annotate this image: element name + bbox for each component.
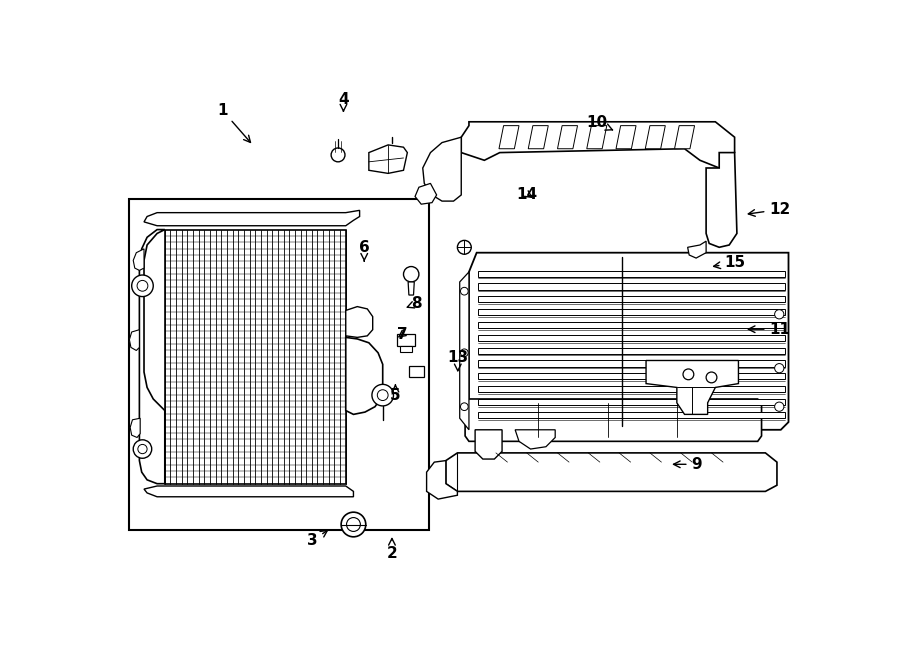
Circle shape [683,369,694,380]
Circle shape [346,518,360,532]
Polygon shape [140,230,165,484]
Polygon shape [133,249,144,270]
Polygon shape [557,126,578,149]
Circle shape [137,281,148,291]
Polygon shape [408,282,414,295]
Text: 5: 5 [390,385,400,403]
Circle shape [131,275,153,297]
Text: 15: 15 [714,256,745,271]
Polygon shape [446,453,777,491]
Circle shape [372,385,393,406]
Text: 9: 9 [673,457,702,472]
Polygon shape [478,386,785,393]
Polygon shape [460,272,469,430]
Text: 3: 3 [307,530,328,548]
Circle shape [775,310,784,319]
Polygon shape [397,334,415,346]
Circle shape [341,512,365,537]
Polygon shape [499,126,519,149]
Circle shape [461,349,468,357]
Text: 4: 4 [338,92,349,111]
Polygon shape [645,126,665,149]
Text: 1: 1 [217,103,250,142]
Polygon shape [646,361,738,414]
Polygon shape [478,373,785,379]
Polygon shape [409,366,424,377]
Text: 10: 10 [586,115,613,130]
Polygon shape [469,253,788,430]
Circle shape [331,148,345,162]
Bar [165,230,346,484]
Polygon shape [478,322,785,328]
Polygon shape [346,307,373,338]
Polygon shape [478,348,785,354]
Circle shape [133,440,152,458]
Circle shape [461,403,468,410]
Polygon shape [478,309,785,315]
Text: 13: 13 [447,350,468,371]
Polygon shape [515,430,555,449]
Polygon shape [423,137,461,201]
Circle shape [775,402,784,411]
Circle shape [775,363,784,373]
Text: 12: 12 [748,202,791,217]
Polygon shape [427,461,457,499]
Bar [129,199,429,530]
Text: 14: 14 [517,187,537,202]
Polygon shape [706,152,737,248]
Polygon shape [478,335,785,341]
Text: 6: 6 [359,240,370,261]
Polygon shape [415,183,436,204]
Text: 2: 2 [387,538,397,561]
Polygon shape [369,145,408,173]
Polygon shape [478,271,785,277]
Polygon shape [400,346,412,352]
Polygon shape [587,126,607,149]
Polygon shape [478,283,785,290]
Polygon shape [478,412,785,418]
Circle shape [706,372,717,383]
Polygon shape [130,418,140,438]
Circle shape [377,390,388,401]
Text: 8: 8 [407,296,421,311]
Polygon shape [461,122,734,168]
Polygon shape [475,430,502,459]
Text: 11: 11 [748,322,790,337]
Polygon shape [688,241,706,258]
Polygon shape [346,338,382,414]
Polygon shape [478,297,785,303]
Polygon shape [465,399,761,442]
Polygon shape [144,486,354,496]
Circle shape [403,267,418,282]
Circle shape [461,287,468,295]
Polygon shape [478,399,785,405]
Circle shape [457,240,472,254]
Polygon shape [674,126,695,149]
Polygon shape [478,361,785,367]
Circle shape [138,444,147,453]
Polygon shape [144,211,360,226]
Polygon shape [130,330,140,350]
Polygon shape [528,126,548,149]
Text: 7: 7 [397,327,408,342]
Polygon shape [616,126,636,149]
